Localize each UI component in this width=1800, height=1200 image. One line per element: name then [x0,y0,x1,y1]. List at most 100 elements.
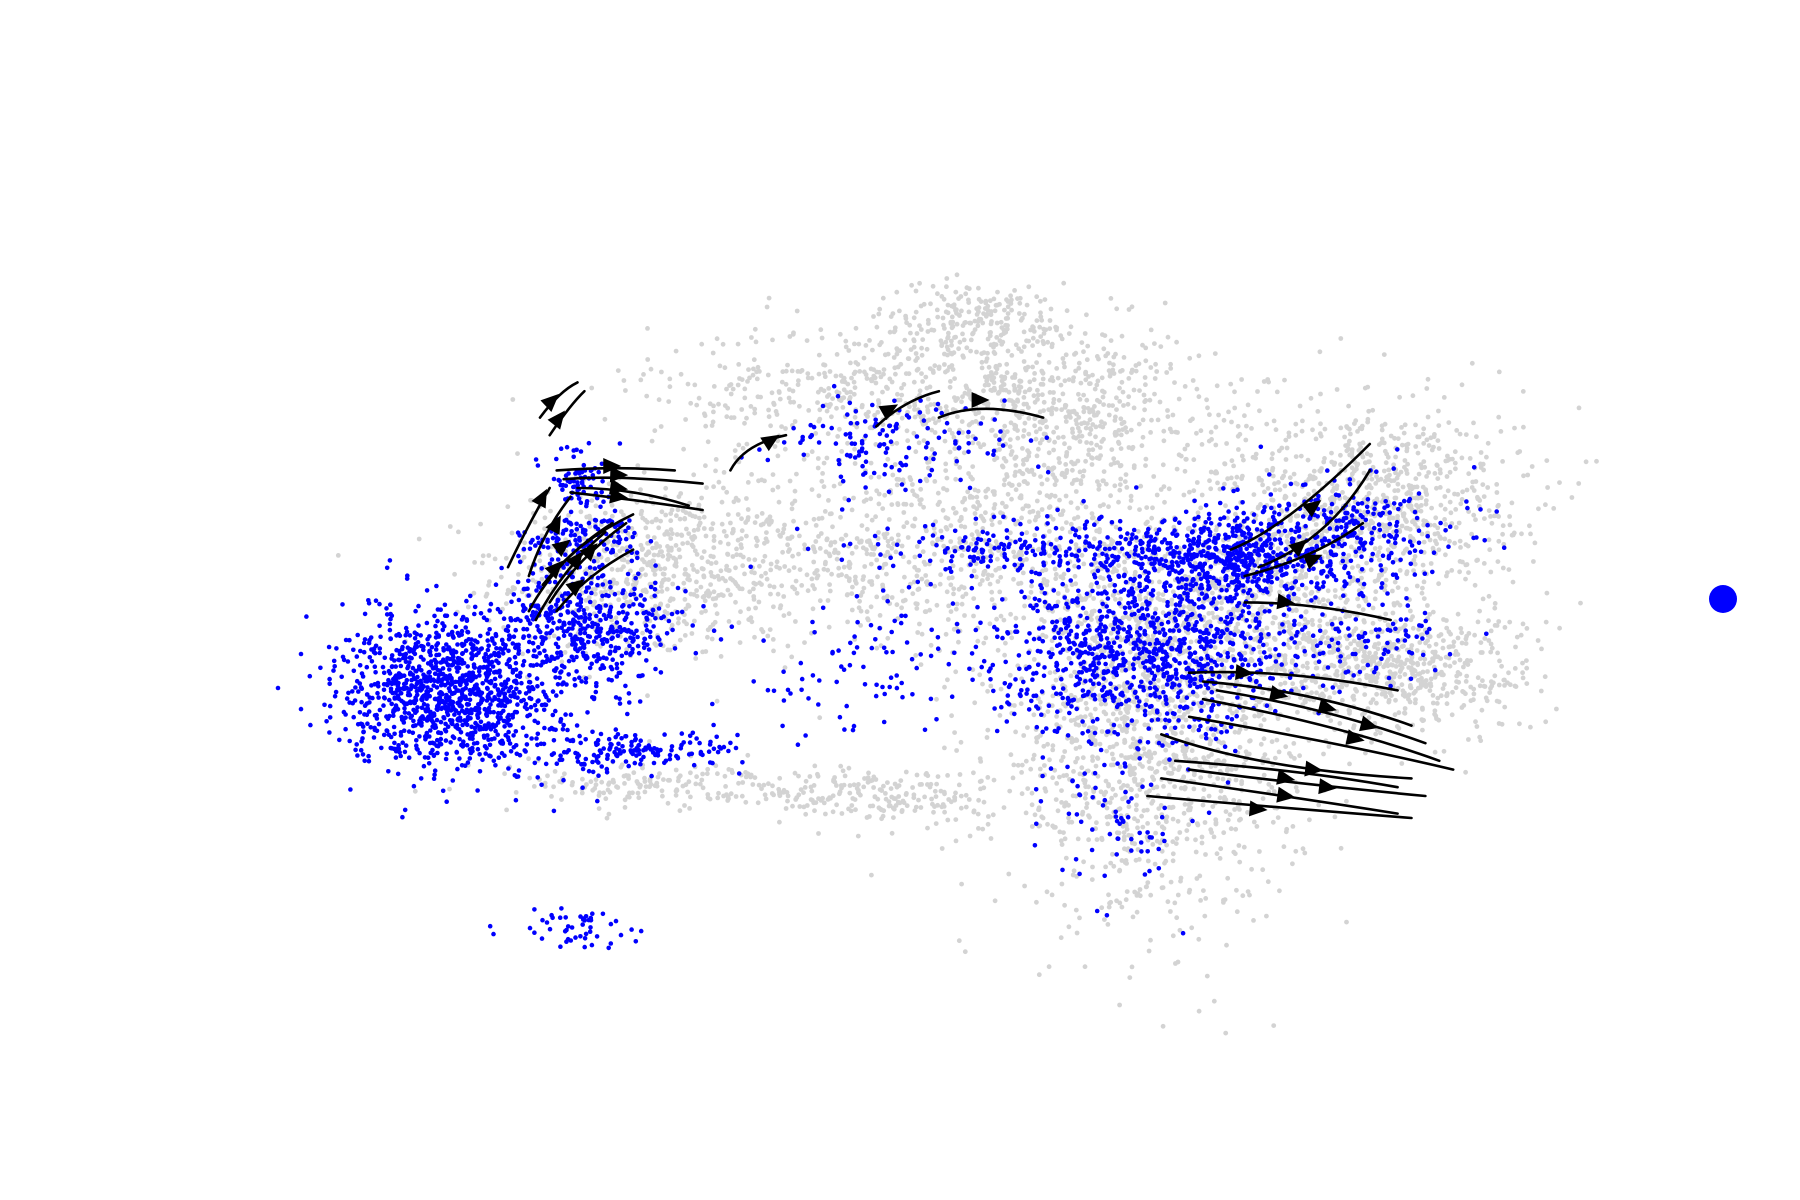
background-cell-point [993,364,999,370]
background-cell-point [1234,709,1239,714]
background-cell-point [1114,395,1119,401]
background-cell-point [752,326,758,332]
background-cell-point [989,589,995,595]
background-cell-point [1025,503,1031,509]
background-cell-point [624,647,630,652]
background-cell-point [660,553,666,559]
background-cell-point [1413,444,1419,449]
background-cell-point [1521,424,1526,430]
background-cell-point [1165,899,1171,905]
background-cell-point [664,586,670,592]
background-cell-point [718,568,724,574]
background-cell-point [942,351,947,357]
background-cell-point [1471,512,1477,518]
background-cell-point [810,606,816,612]
background-cell-point [918,327,924,332]
background-cell-point [1250,568,1256,573]
background-cell-point [949,431,955,436]
background-cell-point [1167,771,1173,776]
background-cell-point [1099,439,1105,444]
background-cell-point [1103,789,1109,795]
background-cell-point [1039,814,1045,820]
background-cell-point [1087,725,1092,731]
background-cell-point [1090,864,1095,870]
background-cell-point [1127,649,1133,655]
background-cell-point [1194,480,1200,485]
background-cell-point [1251,918,1256,923]
background-cell-point [1116,441,1122,446]
background-cell-point [1009,635,1015,641]
background-cell-point [1211,583,1217,589]
background-cell-point [711,589,717,595]
background-cell-point [743,520,749,525]
background-cell-point [764,530,769,535]
background-cell-point [976,532,981,537]
background-cell-point [1232,405,1238,411]
background-cell-point [1290,658,1295,663]
background-cell-point [754,543,759,549]
background-cell-point [957,339,963,345]
background-cell-point [752,410,758,416]
background-cell-point [943,515,949,521]
background-cell-point [760,521,766,527]
background-cell-point [551,633,557,639]
background-cell-point [651,535,657,540]
background-cell-point [1191,457,1197,463]
background-cell-point [745,507,751,512]
background-cell-point [935,490,941,496]
background-cell-point [593,503,599,509]
background-cell-point [737,640,743,645]
background-cell-point [1116,697,1122,703]
background-cell-point [1403,525,1409,531]
background-cell-point [830,524,835,530]
background-cell-point [1059,842,1065,847]
background-cell-point [740,563,746,569]
background-cell-point [1041,619,1047,624]
background-cell-point [867,425,873,431]
background-cell-point [1355,429,1360,434]
background-cell-point [822,509,828,514]
background-cell-point [1140,602,1146,607]
background-cell-point [1117,487,1123,493]
background-cell-point [1449,568,1455,573]
background-cell-point [1442,506,1448,512]
background-cell-point [1316,802,1322,808]
background-cell-point [1460,489,1465,495]
background-cell-point [698,584,704,590]
background-cell-point [675,507,681,513]
background-cell-point [1059,788,1064,793]
background-cell-point [731,499,737,505]
background-cell-point [1286,434,1292,439]
background-cell-point [1294,788,1300,794]
background-cell-point [1229,458,1235,464]
background-cell-point [654,516,659,522]
background-cell-point [1049,405,1055,411]
background-cell-point [1238,816,1243,822]
background-cell-point [1201,888,1206,893]
background-cell-point [869,390,875,396]
background-cell-point [1137,596,1143,602]
background-cell-point [1014,412,1019,417]
background-cell-point [1104,748,1109,754]
background-cell-point [827,582,832,587]
background-cell-point [720,341,726,347]
background-cell-point [1083,425,1089,431]
background-cell-point [1303,574,1309,579]
background-cell-point [1062,378,1068,384]
background-cell-point [751,357,757,363]
background-cell-point [897,397,903,403]
background-cell-point [958,567,964,572]
background-cell-point [1179,730,1184,736]
background-cell-point [838,514,843,520]
background-cell-point [1123,425,1128,431]
background-cell-point [1261,379,1267,384]
background-cell-point [975,811,981,817]
background-cell-point [1140,434,1146,440]
background-cell-point [852,385,858,390]
background-cell-point [1106,783,1111,789]
background-cell-point [1211,998,1217,1004]
background-cell-point [1154,838,1160,844]
background-cell-point [815,573,821,579]
background-cell-point [665,647,671,653]
background-cell-point [752,406,758,412]
